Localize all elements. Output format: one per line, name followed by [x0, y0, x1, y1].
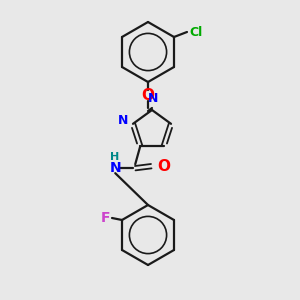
Text: O: O — [157, 159, 170, 174]
Text: Cl: Cl — [189, 26, 202, 38]
Text: F: F — [100, 211, 110, 225]
Text: N: N — [148, 92, 158, 105]
Text: N: N — [110, 161, 121, 175]
Text: H: H — [110, 152, 119, 162]
Text: O: O — [142, 88, 154, 103]
Text: N: N — [118, 114, 128, 127]
